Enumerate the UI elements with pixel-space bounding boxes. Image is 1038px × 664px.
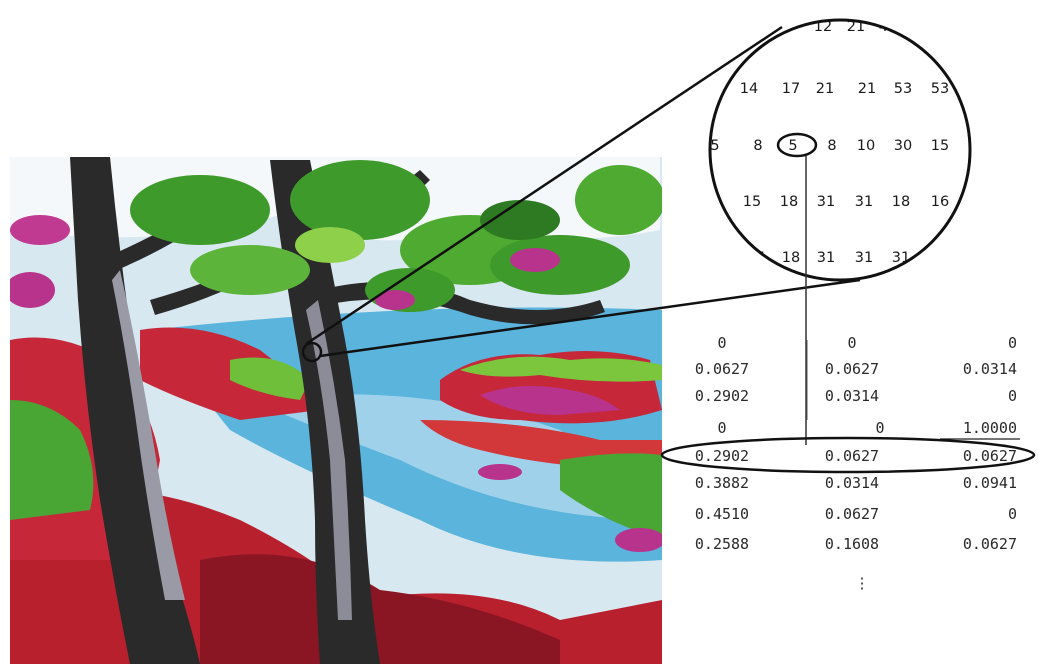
sample-marker (301, 341, 323, 363)
colormap-value: 0.4510 (695, 505, 749, 523)
colormap-table: 0 0 0 0.0627 0.0627 0.0314 0.2902 0.0314… (695, 334, 1017, 592)
island-right-magenta (480, 386, 620, 415)
colormap-value-highlighted: 0.0627 (825, 447, 879, 465)
colormap-value: 0.2902 (695, 387, 749, 405)
foliage-light (295, 227, 365, 263)
pixel-value: 30 (894, 138, 912, 154)
pixel-value: 15 (743, 194, 761, 210)
colormap-value: 0.0941 (963, 474, 1017, 492)
pixel-value: 31 (817, 250, 835, 266)
pixel-value: 53 (894, 81, 912, 97)
blossom (615, 528, 662, 552)
blossom (10, 215, 70, 245)
colormap-value-highlighted: 0.0627 (963, 447, 1017, 465)
zoom-connector-line (319, 278, 861, 358)
highlight-row-ring (660, 436, 1036, 474)
foliage (130, 175, 270, 245)
blossom (10, 272, 55, 308)
pixel-value: 8 (827, 138, 836, 154)
pixel-value: 21 (847, 19, 865, 35)
foliage-dark (480, 200, 560, 240)
colormap-value: 0 (717, 419, 726, 437)
pixel-value: 21 (816, 81, 834, 97)
pixel-value: 10 (857, 138, 875, 154)
colormap-value: 0.0627 (825, 360, 879, 378)
zoom-circle-bg (710, 20, 970, 280)
foreground-hill-dark (200, 554, 560, 664)
colormap-value: 0 (1008, 334, 1017, 352)
pixel-value: 53 (931, 81, 949, 97)
pixel-value: 31 (817, 194, 835, 210)
pixel-value: 17 (782, 81, 800, 97)
foliage (490, 235, 630, 295)
blossom (510, 248, 560, 272)
zoom-circle (708, 18, 972, 282)
land-right-bottom (560, 453, 662, 540)
colormap-ellipsis: ⋮ (855, 574, 870, 592)
foliage (290, 160, 430, 240)
pixel-value: 18 (892, 194, 910, 210)
pixel-value: 12 (814, 19, 832, 35)
colormap-value: 0 (1008, 387, 1017, 405)
island-left-green (230, 357, 310, 400)
colormap-value: 0 (1008, 505, 1017, 523)
colormap-value: 0.0314 (825, 474, 879, 492)
blossom (478, 464, 522, 480)
trunk-right-gray (306, 300, 352, 620)
pixel-value: 16 (931, 194, 949, 210)
foliage (575, 165, 662, 235)
pixel-value: 18 (782, 250, 800, 266)
pixel-value: 21 (858, 81, 876, 97)
colormap-value: 0 (717, 334, 726, 352)
highlight-pixel-ring (776, 132, 818, 158)
colormap-value: 0 (847, 334, 856, 352)
pixel-value: 15 (931, 138, 949, 154)
colormap-value: 0.0627 (963, 535, 1017, 553)
colormap-value: 0.0627 (695, 360, 749, 378)
painting-image (10, 157, 662, 664)
colormap-value-highlighted: 0.2902 (695, 447, 749, 465)
colormap-value: 0.2588 (695, 535, 749, 553)
pixel-value: 18 (780, 194, 798, 210)
pixel-value-highlighted: 5 (788, 138, 797, 154)
pixel-value: 8 (753, 138, 762, 154)
island-right-green (460, 356, 662, 382)
pixel-value: 5 (710, 138, 719, 154)
trunk-left-gray (112, 270, 185, 600)
colormap-value: 0.0314 (825, 387, 879, 405)
colormap-value: 0.1608 (825, 535, 879, 553)
colormap-value: 0.3882 (695, 474, 749, 492)
blossom (375, 290, 415, 310)
zoom-connector-line (305, 25, 783, 346)
colormap-value: 0.0314 (963, 360, 1017, 378)
foliage (190, 245, 310, 295)
left-bank-green (10, 400, 94, 520)
colormap-value: 0 (875, 419, 884, 437)
pixel-value: 14 (740, 81, 758, 97)
colormap-value: 0.0627 (825, 505, 879, 523)
pixel-value: 31 (855, 250, 873, 266)
pixel-value: 31 (855, 194, 873, 210)
colormap-value: 1.0000 (963, 419, 1017, 437)
